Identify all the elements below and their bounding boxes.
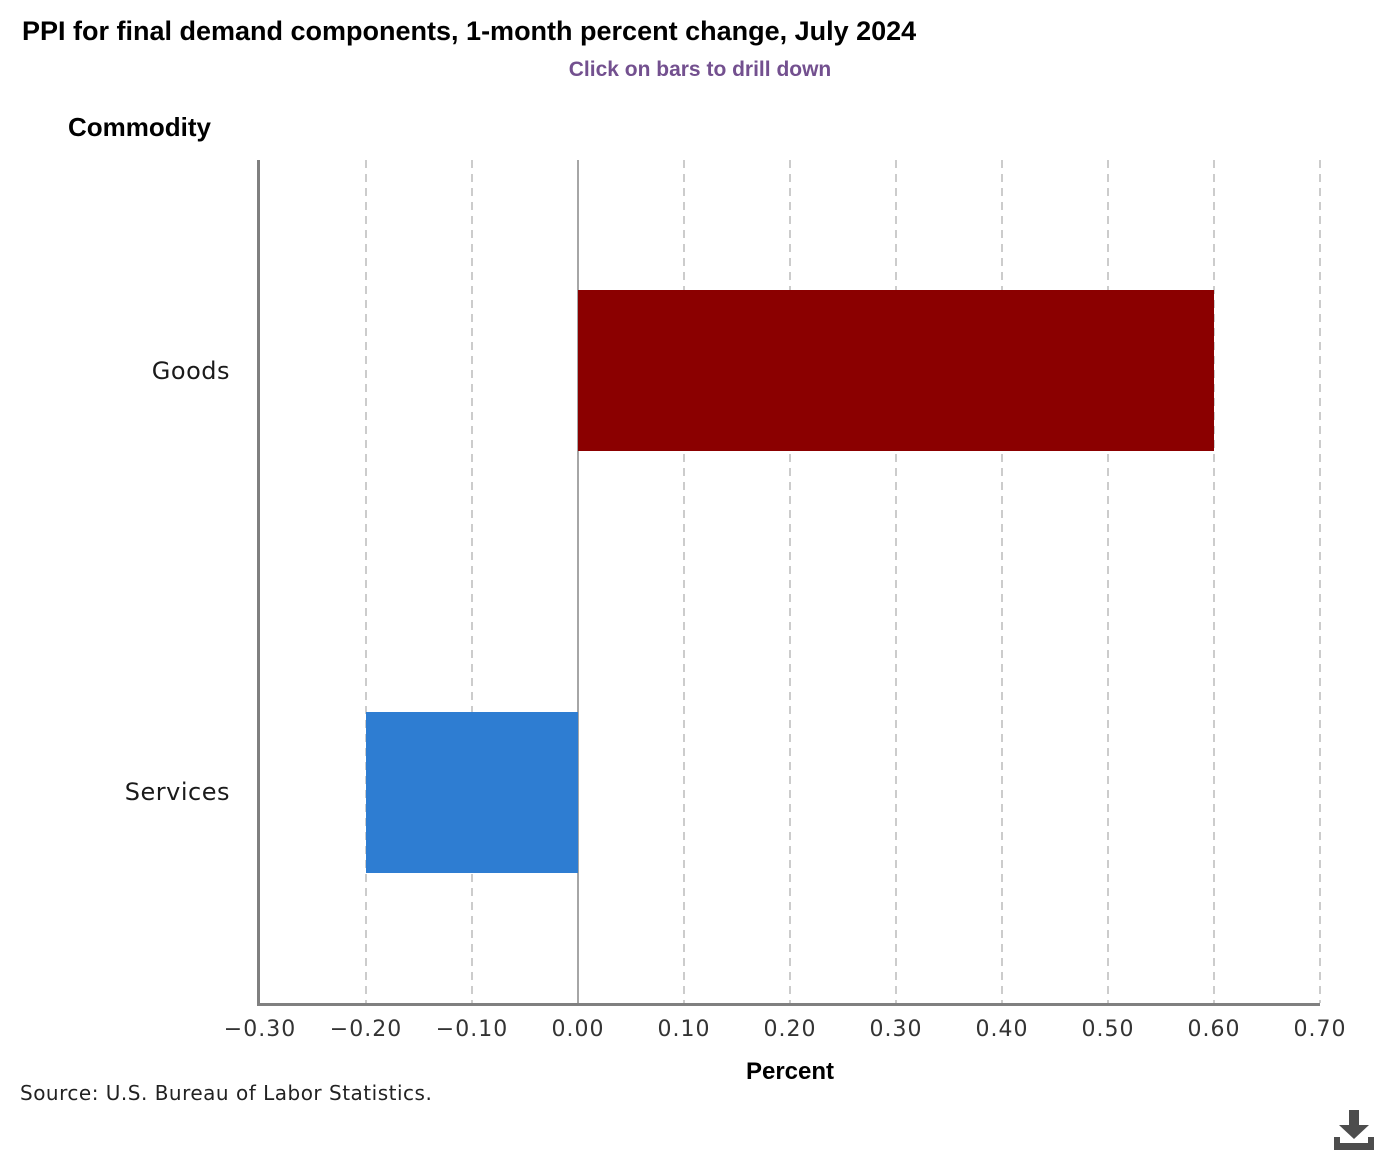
x-tick-label: −0.30 bbox=[223, 1017, 297, 1042]
zero-line bbox=[577, 160, 579, 1003]
gridline bbox=[895, 160, 897, 1003]
x-tick-label: 0.30 bbox=[869, 1017, 923, 1042]
x-tick-label: 0.70 bbox=[1293, 1017, 1347, 1042]
download-button[interactable] bbox=[1330, 1108, 1378, 1154]
category-label-services: Services bbox=[124, 778, 230, 807]
chart-title: PPI for final demand components, 1-month… bbox=[22, 16, 917, 46]
x-axis-line bbox=[257, 1003, 1320, 1006]
gridline bbox=[1213, 160, 1215, 1003]
x-tick-label: 0.50 bbox=[1081, 1017, 1135, 1042]
gridline bbox=[471, 160, 473, 1003]
x-axis-ticks: −0.30 −0.20 −0.10 0.00 0.10 0.20 0.30 0.40 0.50 0… bbox=[224, 1017, 1346, 1047]
x-tick-label: 0.10 bbox=[657, 1017, 711, 1042]
gridline bbox=[789, 160, 791, 1003]
category-axis-title: Commodity bbox=[68, 112, 211, 142]
x-tick-label: 0.40 bbox=[975, 1017, 1029, 1042]
source-note: Source: U.S. Bureau of Labor Statistics. bbox=[20, 1081, 433, 1105]
category-label-goods: Goods bbox=[151, 356, 230, 385]
gridline bbox=[1319, 160, 1321, 1003]
x-tick-label: 0.60 bbox=[1187, 1017, 1241, 1042]
gridline bbox=[1001, 160, 1003, 1003]
x-tick-label: −0.20 bbox=[329, 1017, 403, 1042]
gridline bbox=[683, 160, 685, 1003]
gridline bbox=[1107, 160, 1109, 1003]
bar-services[interactable] bbox=[366, 711, 578, 873]
x-tick-label: 0.00 bbox=[551, 1017, 605, 1042]
plot-area bbox=[260, 160, 1321, 1003]
download-icon bbox=[1334, 1110, 1374, 1150]
x-tick-label: 0.20 bbox=[763, 1017, 817, 1042]
x-tick-label: −0.10 bbox=[435, 1017, 509, 1042]
y-axis-line bbox=[257, 160, 260, 1006]
gridline bbox=[365, 160, 367, 1003]
bar-goods[interactable] bbox=[578, 290, 1214, 452]
value-axis-title: Percent bbox=[745, 1058, 835, 1085]
chart-subtitle: Click on bars to drill down bbox=[568, 58, 832, 81]
